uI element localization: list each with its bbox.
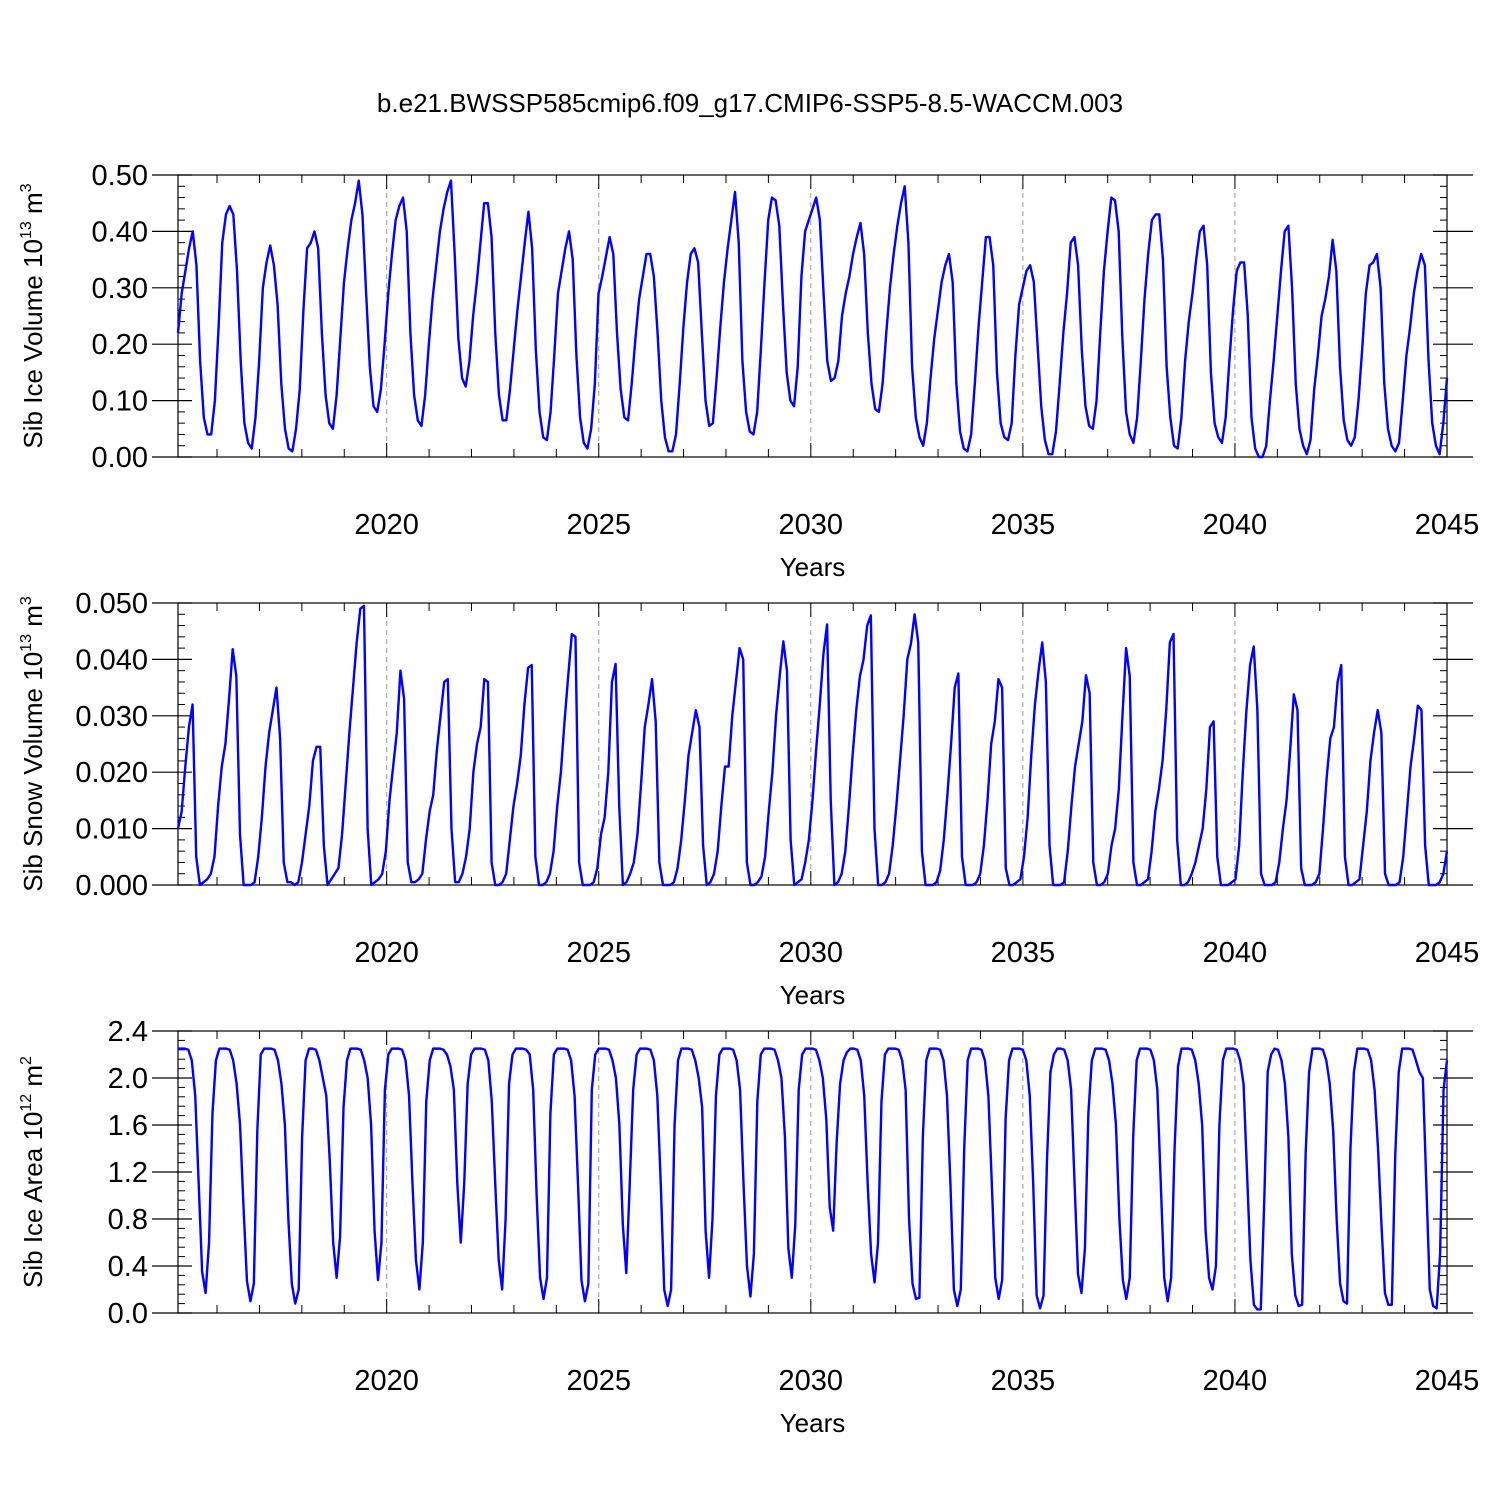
y-tick-label: 0.010 xyxy=(75,814,148,846)
y-tick-label: 2.4 xyxy=(108,1016,148,1048)
y-tick-label: 0.20 xyxy=(92,329,148,361)
x-tick-label: 2025 xyxy=(566,937,631,969)
plot-frame xyxy=(177,602,1448,886)
y-tick-label: 0.8 xyxy=(108,1204,148,1236)
series-line-sib-ice-area xyxy=(178,1047,1449,1311)
y-tick-label: 0.0 xyxy=(108,1298,148,1330)
y-tick-label: 0.40 xyxy=(92,216,148,248)
x-axis-label: Years xyxy=(780,980,846,1010)
x-tick-label: 2025 xyxy=(566,509,631,541)
y-tick-label: 0.4 xyxy=(108,1251,148,1283)
y-tick-label: 1.2 xyxy=(108,1157,148,1189)
y-tick-label: 0.030 xyxy=(75,701,148,733)
plot-frame xyxy=(177,174,1448,458)
x-tick-label: 2030 xyxy=(779,937,844,969)
y-tick-label: 2.0 xyxy=(108,1063,148,1095)
y-tick-label: 0.00 xyxy=(92,442,148,474)
y-tick-label: 1.6 xyxy=(108,1110,148,1142)
x-tick-label: 2035 xyxy=(991,937,1056,969)
x-tick-label: 2035 xyxy=(991,1365,1056,1397)
x-tick-label: 2040 xyxy=(1203,509,1268,541)
x-tick-label: 2020 xyxy=(354,1365,419,1397)
panel-sib-ice-volume: 0.00 0.10 0.20 0.30 0.40 0.50 2020 2025 2030 2035… xyxy=(18,160,1479,582)
plot-frame xyxy=(177,1030,1448,1314)
x-tick-label: 2045 xyxy=(1415,937,1480,969)
x-tick-label: 2040 xyxy=(1203,1365,1268,1397)
x-axis-label: Years xyxy=(780,1408,846,1438)
y-tick-label: 0.040 xyxy=(75,644,148,676)
y-tick-label: 0.000 xyxy=(75,870,148,902)
x-tick-label: 2030 xyxy=(779,1365,844,1397)
y-tick-label: 0.10 xyxy=(92,386,148,418)
y-tick-label: 0.050 xyxy=(75,588,148,620)
x-tick-label: 2030 xyxy=(779,509,844,541)
x-tick-label: 2020 xyxy=(354,509,419,541)
y-tick-label: 0.50 xyxy=(92,160,148,192)
panel-sib-snow-volume: 0.000 0.010 0.020 0.030 0.040 0.050 2020 2025 20… xyxy=(18,588,1479,1010)
panel-sib-ice-area: 0.0 0.4 0.8 1.2 1.6 2.0 2.4 2020 2025 2030 2035 204… xyxy=(18,1016,1479,1438)
series-line-sib-snow-volume xyxy=(176,604,1449,887)
y-axis-label: Sib Snow Volume 1013 m3 xyxy=(18,596,48,892)
x-tick-label: 2045 xyxy=(1415,509,1480,541)
y-axis-label: Sib Ice Volume 1013 m3 xyxy=(18,183,48,448)
x-tick-label: 2040 xyxy=(1203,937,1268,969)
y-tick-label: 0.020 xyxy=(75,757,148,789)
x-axis-label: Years xyxy=(780,552,846,582)
chart-title: b.e21.BWSSP585cmip6.f09_g17.CMIP6-SSP5-8… xyxy=(377,88,1123,118)
x-tick-label: 2045 xyxy=(1415,1365,1480,1397)
series-line-sib-ice-volume xyxy=(176,179,1449,459)
x-tick-label: 2025 xyxy=(566,1365,631,1397)
y-tick-label: 0.30 xyxy=(92,273,148,305)
x-tick-label: 2020 xyxy=(354,937,419,969)
y-axis-label: Sib Ice Area 1012 m2 xyxy=(18,1056,48,1288)
x-tick-label: 2035 xyxy=(991,509,1056,541)
